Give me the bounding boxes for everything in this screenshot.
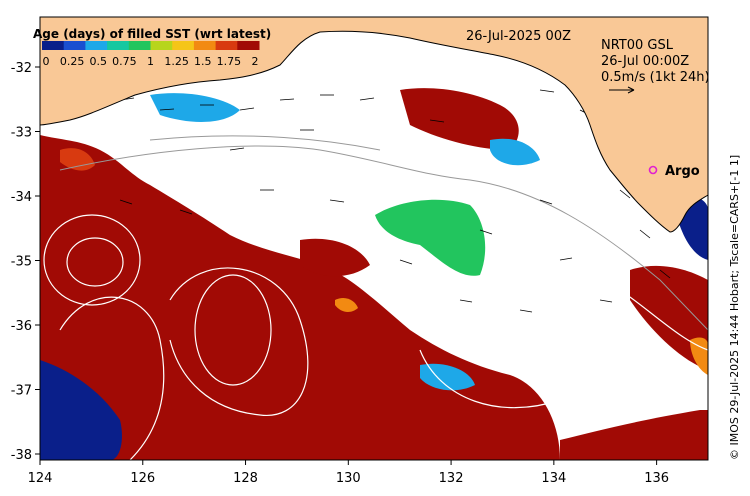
- green-patch: [375, 199, 486, 276]
- legend-tick-label: 2: [252, 55, 259, 68]
- plot-frame: [39, 16, 709, 461]
- blue-patch-southwest: [40, 360, 122, 460]
- x-tick-label: 128: [233, 471, 258, 486]
- legend-ticks: 0 0.25 0.5 0.75 1 1.25 1.5 1.75 2: [43, 55, 259, 68]
- legend-tick-label: 0: [43, 55, 50, 68]
- y-tick-label: -34: [11, 190, 32, 205]
- y-tick-label: -38: [11, 448, 32, 463]
- legend-swatch: [107, 41, 130, 50]
- vector-scale-arrow: [609, 86, 635, 94]
- y-tick-label: -32: [11, 61, 32, 76]
- legend-swatch: [42, 41, 65, 50]
- cyan-patch-north: [150, 93, 240, 122]
- old-sst-patch-east: [630, 265, 708, 370]
- y-tick-label: -35: [11, 255, 32, 270]
- x-tick-label: 124: [28, 471, 53, 486]
- cyan-patch-east: [490, 138, 540, 166]
- legend-tick-label: 0.25: [60, 55, 85, 68]
- old-sst-patch-mid: [300, 238, 370, 277]
- legend-tick-label: 1.75: [217, 55, 242, 68]
- copyright-note: © IMOS 29-Jul-2025 14:44 Hobart; Tscale=…: [728, 155, 741, 460]
- land-australia: [40, 17, 708, 233]
- argo-label: Argo: [665, 164, 700, 179]
- legend-colorbar: [42, 41, 260, 50]
- vector-scale-label: 0.5m/s (1kt 24h): [601, 70, 710, 85]
- cyan-patch-south: [420, 363, 475, 391]
- orange-patch-east: [690, 337, 708, 375]
- legend-tick-label: 1.25: [164, 55, 189, 68]
- x-tick-label: 134: [541, 471, 566, 486]
- y-axis-ticks: -32 -33 -34 -35 -36 -37 -38: [11, 61, 40, 463]
- legend-swatch: [172, 41, 195, 50]
- legend-tick-label: 1.5: [194, 55, 212, 68]
- x-tick-label: 132: [439, 471, 464, 486]
- x-tick-label: 136: [644, 471, 669, 486]
- legend-swatch: [128, 41, 151, 50]
- argo-marker-icon: [648, 165, 658, 175]
- current-vectors: [119, 89, 671, 313]
- y-tick-label: -36: [11, 319, 32, 334]
- legend-tick-label: 1: [147, 55, 154, 68]
- legend-swatch: [150, 41, 173, 50]
- old-sst-patch-north: [400, 88, 519, 150]
- legend-swatch: [215, 41, 238, 50]
- bathymetry-contours: [59, 135, 708, 331]
- legend-swatch: [193, 41, 217, 50]
- time-label: 26-Jul 00:00Z: [601, 54, 689, 69]
- x-axis-ticks: 124 126 128 130 132 134 136: [28, 460, 669, 486]
- legend-tick-label: 0.75: [112, 55, 137, 68]
- map-date: 26-Jul-2025 00Z: [466, 29, 571, 44]
- product-label: NRT00 GSL: [601, 38, 674, 53]
- legend-title: Age (days) of filled SST (wrt latest): [33, 27, 271, 41]
- old-sst-region-southeast: [560, 410, 708, 460]
- x-tick-label: 130: [336, 471, 361, 486]
- legend-swatch: [237, 41, 260, 50]
- legend-tick-label: 0.5: [90, 55, 108, 68]
- altimetry-contours: [43, 214, 708, 460]
- x-tick-label: 126: [130, 471, 155, 486]
- orange-patch-west: [335, 297, 358, 312]
- y-tick-label: -33: [11, 126, 32, 141]
- y-tick-label: -37: [11, 384, 32, 399]
- legend-swatch: [63, 41, 86, 50]
- legend-swatch: [85, 41, 108, 50]
